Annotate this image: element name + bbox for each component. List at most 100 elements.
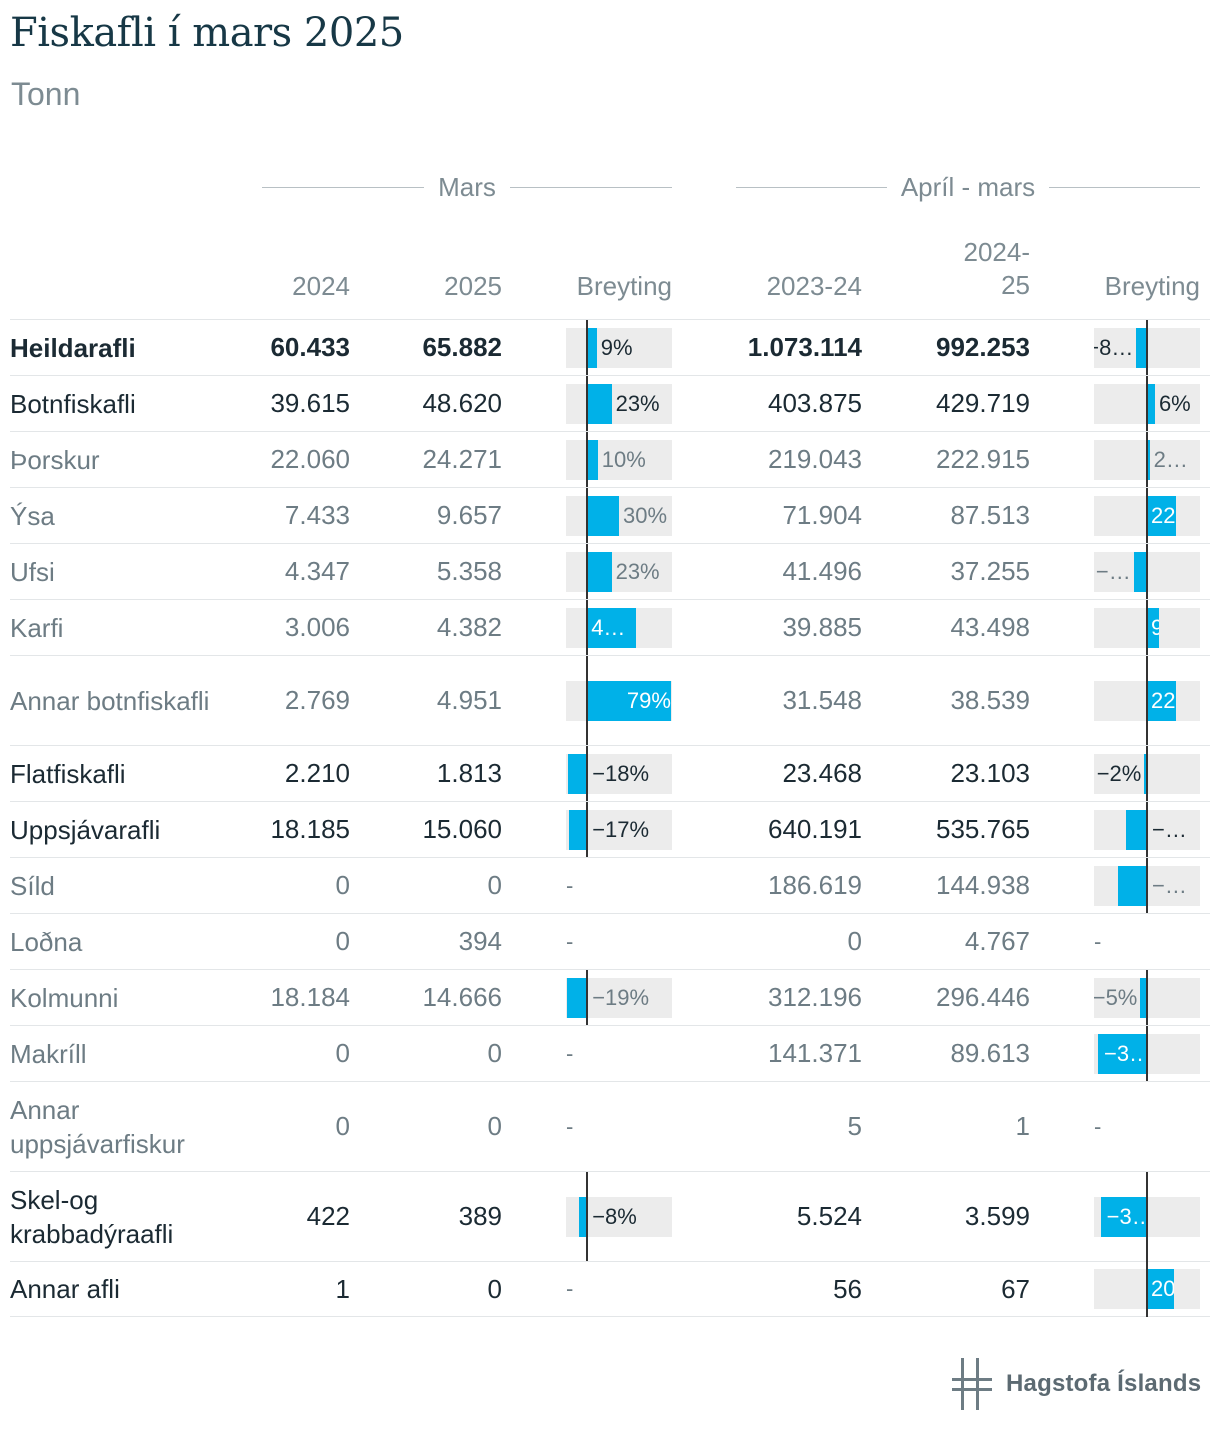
table-row: Botnfiskafli 39.615 48.620 403.875 429.719 23… [10, 375, 1210, 432]
chart-title: Fiskafli í mars 2025 [10, 10, 404, 56]
change-bar: 2… [1094, 431, 1200, 488]
value-2025: 14.666 [422, 982, 502, 1012]
change-bar-zero-axis [1146, 801, 1148, 858]
row-label: Ýsa [10, 500, 55, 531]
change-bar: 6% [1094, 375, 1200, 432]
value-2025: 48.620 [422, 388, 502, 418]
change-bar-fill [587, 439, 598, 480]
table-row: Annar afli 1 0 56 67 - 20% [10, 1261, 1210, 1317]
value-2024-25: 87.513 [950, 500, 1030, 530]
change-bar-fill [1133, 551, 1147, 592]
change-bar-zero-axis [1146, 599, 1148, 656]
data-table: Heildarafli 60.433 65.882 1.073.114 992.253 9… [10, 319, 1210, 1317]
change-empty-marker: - [1094, 928, 1102, 954]
value-2023-24: 41.496 [782, 556, 862, 586]
table-row: Heildarafli 60.433 65.882 1.073.114 992.253 9… [10, 319, 1210, 376]
value-2024: 18.184 [270, 982, 350, 1012]
change-bar-label: −18% [592, 760, 650, 786]
table-row: Þorskur 22.060 24.271 219.043 222.915 10% 2… [10, 431, 1210, 488]
change-bar-fill [587, 383, 612, 424]
change-bar-zero-axis [586, 599, 589, 656]
value-2024: 7.433 [284, 500, 350, 530]
row-label: Botnfiskafli [10, 388, 136, 419]
change-bar-label: 10% [601, 446, 646, 472]
value-2023-24: 219.043 [768, 444, 862, 474]
change-bar: −2% [1094, 745, 1200, 802]
change-bar: 10% [566, 431, 672, 488]
group-divider [509, 186, 672, 188]
value-2025: 5.358 [436, 556, 502, 586]
change-bar: −8% [566, 1171, 672, 1262]
change-bar: 22% [1094, 487, 1200, 544]
change-bar: −3… [1094, 1025, 1200, 1082]
column-header-2024-25-line1: 2024- [963, 237, 1031, 267]
change-bar-label: 9% [1151, 614, 1159, 640]
value-2024: 1 [335, 1273, 350, 1304]
change-bar-label: 23% [615, 390, 660, 416]
change-empty-marker: - [566, 1276, 574, 1301]
value-2024: 0 [335, 926, 350, 956]
value-2025: 9.657 [436, 500, 502, 530]
hagstofa-logo-text: Hagstofa Íslands [1006, 1370, 1202, 1397]
group-label-month: Mars [438, 171, 496, 202]
row-label: Þorskur [10, 444, 100, 475]
table-row: Ufsi 4.347 5.358 41.496 37.255 23% −… [10, 543, 1210, 600]
change-bar-label: 23% [615, 558, 660, 584]
change-bar-label: −… [1152, 872, 1187, 898]
value-2024-25: 43.498 [950, 612, 1030, 642]
change-bar-fill [1147, 680, 1177, 721]
change-bar-label: −17% [592, 816, 650, 842]
change-bar: −8… [1094, 319, 1200, 376]
change-bar-zero-axis [1146, 319, 1148, 376]
change-bar-zero-axis [586, 801, 589, 858]
value-2023-24: 0 [847, 926, 862, 956]
change-bar: −3… [1094, 1171, 1200, 1262]
change-bar-label: −3… [1106, 1203, 1145, 1229]
value-2024-25: 4.767 [964, 926, 1030, 956]
column-header-2025: 2025 [444, 271, 502, 301]
value-2025: 389 [458, 1201, 502, 1231]
change-bar-background [566, 327, 672, 368]
change-bar-fill [587, 551, 612, 592]
change-bar: −… [1094, 543, 1200, 600]
change-bar-zero-axis [586, 319, 589, 376]
change-bar-fill [587, 680, 671, 721]
change-bar-zero-axis [1146, 1025, 1148, 1082]
change-bar-label: −8% [592, 1203, 637, 1229]
change-bar: 23% [566, 375, 672, 432]
group-divider [736, 186, 887, 188]
change-bar-fill [1100, 1196, 1147, 1237]
change-bar: 22% [1094, 655, 1200, 746]
change-bar-label: 30% [623, 502, 668, 528]
change-bar-label: −… [1152, 816, 1187, 842]
value-2025: 1.813 [436, 758, 502, 788]
value-2024-25: 144.938 [936, 870, 1030, 900]
change-bar-fill [1136, 327, 1147, 368]
value-2023-24: 5 [847, 1111, 862, 1141]
value-2025: 394 [458, 926, 502, 956]
table-row: Skel-og krabbadýraafli 422 389 5.524 3.599 −8… [10, 1171, 1210, 1262]
change-bar-label: 9% [600, 334, 633, 360]
value-2024: 2.769 [284, 685, 350, 715]
group-divider [262, 186, 425, 188]
change-bar-zero-axis [1146, 543, 1148, 600]
table-row: Ýsa 7.433 9.657 71.904 87.513 30% 22% [10, 487, 1210, 544]
change-bar-zero-axis [1146, 969, 1148, 1026]
value-2025: 65.882 [422, 332, 502, 362]
table-row: Makríll 0 0 141.371 89.613 - −3… [10, 1025, 1210, 1082]
column-header-change-period: Breyting [1104, 271, 1200, 301]
change-bar-background [566, 383, 672, 424]
change-bar-zero-axis [1146, 857, 1148, 914]
change-bar-background [566, 551, 672, 592]
change-empty-marker: - [566, 1040, 574, 1066]
change-bar-fill [1144, 753, 1147, 794]
change-bar-label: 2… [1153, 446, 1188, 472]
change-bar-zero-axis [1146, 745, 1148, 802]
row-label: Karfi [10, 612, 64, 643]
value-2024: 422 [306, 1201, 350, 1231]
table-row: Síld 0 0 186.619 144.938 - −… [10, 857, 1210, 914]
value-2024: 3.006 [284, 612, 350, 642]
change-bar-label: −… [1095, 558, 1131, 584]
table-row: Uppsjávarafli 18.185 15.060 640.191 535.765 −… [10, 801, 1210, 858]
change-bar-zero-axis [1146, 1171, 1148, 1262]
